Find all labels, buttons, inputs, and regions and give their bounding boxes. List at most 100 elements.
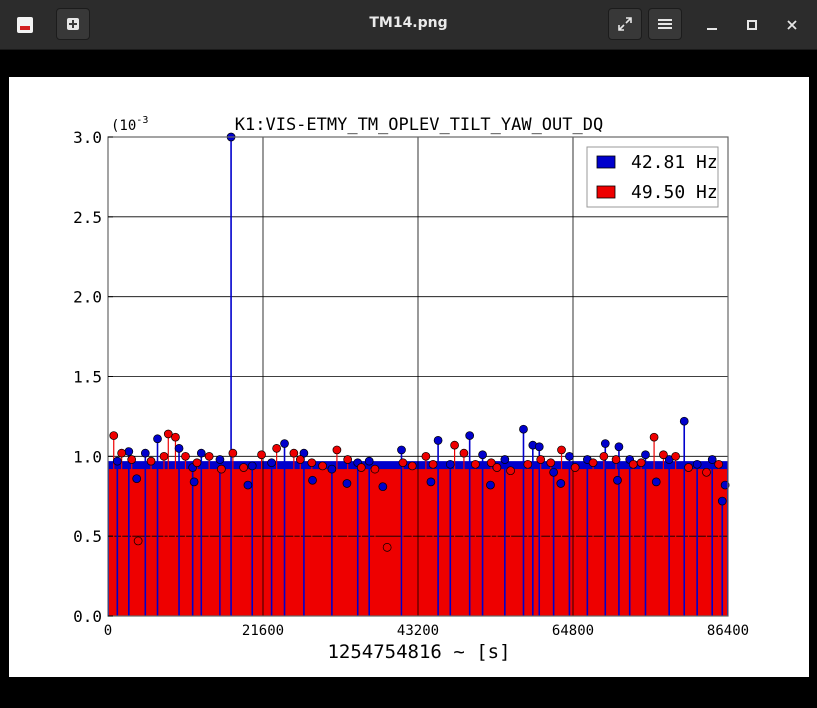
series-red-point [356, 463, 366, 472]
series-red-point [649, 432, 659, 442]
new-tab-icon [67, 18, 79, 30]
series-red-point [702, 467, 711, 477]
series-blue-point [215, 455, 225, 464]
series-red-point [228, 448, 238, 458]
series-red-point [671, 451, 680, 461]
series-blue-point [196, 448, 206, 458]
y-tick-label: 1.0 [73, 447, 102, 466]
series-red-point [318, 461, 327, 471]
series-red-point [428, 459, 438, 469]
series-blue-point [445, 459, 455, 469]
x-tick-label: 64800 [552, 623, 594, 639]
series-red-point [492, 463, 502, 472]
series-red-point [272, 444, 281, 453]
y-exponent-label: (10-3 [111, 115, 148, 134]
minimize-button[interactable] [701, 14, 723, 36]
x-tick-label: 21600 [242, 623, 284, 639]
maximize-button[interactable] [741, 14, 763, 36]
series-red-point [127, 455, 137, 464]
series-blue-point [679, 416, 689, 426]
series-blue-point [327, 464, 337, 474]
x-tick-label: 0 [104, 623, 112, 639]
window-title: TM14.png [369, 15, 448, 31]
series-red-point [217, 464, 226, 474]
minimize-icon [707, 28, 717, 30]
series-blue-point [707, 455, 717, 464]
series-red-point [450, 440, 459, 450]
chart-title: K1:VIS-ETMY_TM_OPLEV_TILT_YAW_OUT_DQ [235, 115, 603, 135]
series-blue-point [478, 450, 487, 460]
series-red-point [636, 458, 646, 468]
series-red-point [171, 432, 180, 442]
series-blue-point [112, 456, 122, 466]
series-red-point [398, 458, 408, 468]
series-red-point [523, 459, 533, 469]
series-blue-point [534, 442, 544, 452]
series-red-point [486, 458, 496, 468]
app-icon [17, 17, 33, 33]
series-red-point [204, 451, 214, 461]
series-blue-point [397, 445, 406, 455]
close-icon [787, 20, 797, 30]
series-red-point [181, 451, 190, 461]
series-blue-point [364, 456, 374, 466]
series-red-point [421, 451, 431, 461]
series-blue-point [247, 461, 257, 471]
y-tick-label: 1.5 [73, 368, 102, 387]
series-blue-point [153, 434, 162, 444]
series-red-point [307, 458, 317, 468]
series-blue-point [651, 477, 661, 487]
series-red-point [659, 450, 668, 460]
series-blue-point [267, 458, 276, 468]
series-red-point [459, 448, 469, 458]
series-red-point [192, 458, 202, 468]
series-blue-point [519, 424, 528, 434]
y-exponent-base: (10 [111, 118, 136, 134]
series-red-point [239, 463, 248, 472]
menu-button[interactable] [648, 8, 682, 40]
series-blue-point [342, 479, 352, 488]
series-red-point [536, 455, 546, 464]
series-blue-point [433, 436, 443, 445]
series-red-point [133, 536, 143, 546]
legend-label-red: 49.50 Hz [631, 182, 718, 203]
fullscreen-button[interactable] [608, 8, 642, 40]
series-blue-point [308, 475, 317, 485]
series-red-point [343, 455, 353, 464]
series-red-point [611, 455, 621, 464]
x-tick-label: 43200 [397, 623, 439, 639]
series-red-point [370, 464, 380, 474]
series-blue-point [720, 480, 730, 490]
y-tick-label: 0.0 [73, 607, 102, 626]
image-canvas[interactable]: K1:VIS-ETMY_TM_OPLEV_TILT_YAW_OUT_DQ (10… [9, 77, 809, 677]
series-red-point [382, 542, 392, 552]
series-blue-point [692, 459, 702, 469]
series-red-point [588, 458, 598, 468]
series-red-point [546, 458, 556, 468]
series-blue-point [465, 431, 475, 440]
series-red-point [257, 450, 266, 460]
series-blue-point [124, 447, 134, 456]
series-red-point [714, 459, 724, 469]
series-red-point [570, 463, 580, 472]
series-red-point [159, 451, 169, 461]
x-tick-label: 86400 [707, 623, 749, 639]
series-blue-point [378, 482, 388, 492]
series-blue-point [613, 475, 622, 485]
series-red-point [557, 445, 566, 455]
series-red-point [471, 459, 480, 469]
series-red-point [109, 431, 119, 440]
maximize-icon [747, 20, 757, 30]
series-red-point [295, 455, 305, 464]
new-tab-button[interactable] [56, 8, 90, 40]
series-blue-point [189, 477, 199, 487]
close-button[interactable] [781, 14, 803, 36]
series-red-point [163, 429, 173, 439]
series-red-point [628, 459, 638, 469]
series-blue-point [132, 474, 142, 484]
legend-swatch-red [596, 185, 616, 199]
series-blue-point [426, 477, 436, 487]
series-red-point [146, 456, 156, 466]
series-blue-point [717, 496, 727, 506]
legend: 42.81 Hz 49.50 Hz [586, 146, 719, 208]
